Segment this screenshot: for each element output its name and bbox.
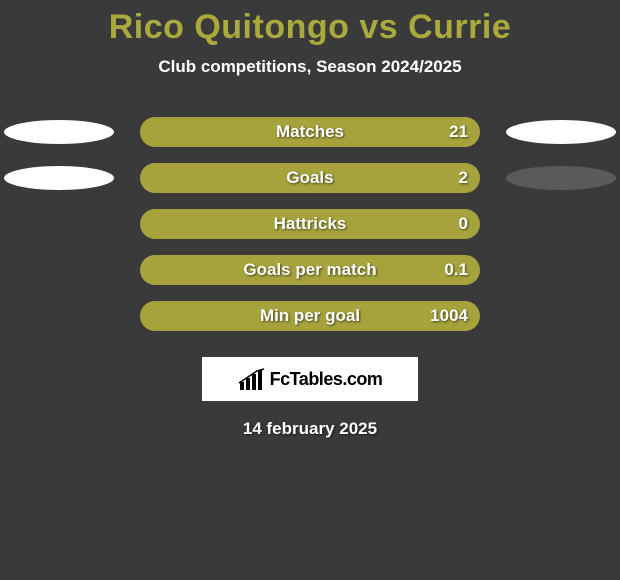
- stat-row: Goals per match 0.1: [0, 247, 620, 293]
- stat-row: Matches 21: [0, 109, 620, 155]
- stat-label: Hattricks: [274, 214, 347, 234]
- page-title: Rico Quitongo vs Currie: [0, 8, 620, 47]
- logo: FcTables.com: [238, 368, 383, 390]
- date-label: 14 february 2025: [0, 419, 620, 439]
- right-value: 2: [459, 168, 468, 188]
- right-value: 1004: [430, 306, 468, 326]
- left-ellipse: [4, 120, 114, 144]
- stat-label: Goals per match: [243, 260, 376, 280]
- stat-row: Min per goal 1004: [0, 293, 620, 339]
- stat-bar: Min per goal 1004: [140, 301, 480, 331]
- stat-label: Goals: [286, 168, 333, 188]
- stat-rows: Matches 21 Goals 2 Hattricks 0 Goals per match…: [0, 109, 620, 339]
- bar-chart-icon: [238, 368, 266, 390]
- stat-bar: Matches 21: [140, 117, 480, 147]
- left-ellipse: [4, 166, 114, 190]
- comparison-card: Rico Quitongo vs Currie Club competition…: [0, 0, 620, 439]
- logo-text: FcTables.com: [270, 369, 383, 390]
- logo-box: FcTables.com: [202, 357, 418, 401]
- stat-row: Goals 2: [0, 155, 620, 201]
- right-ellipse: [506, 166, 616, 190]
- stat-bar: Hattricks 0: [140, 209, 480, 239]
- right-value: 0: [459, 214, 468, 234]
- right-ellipse: [506, 120, 616, 144]
- stat-bar: Goals 2: [140, 163, 480, 193]
- right-value: 21: [449, 122, 468, 142]
- stat-label: Min per goal: [260, 306, 360, 326]
- stat-label: Matches: [276, 122, 344, 142]
- subtitle: Club competitions, Season 2024/2025: [0, 57, 620, 77]
- stat-row: Hattricks 0: [0, 201, 620, 247]
- stat-bar: Goals per match 0.1: [140, 255, 480, 285]
- right-value: 0.1: [444, 260, 468, 280]
